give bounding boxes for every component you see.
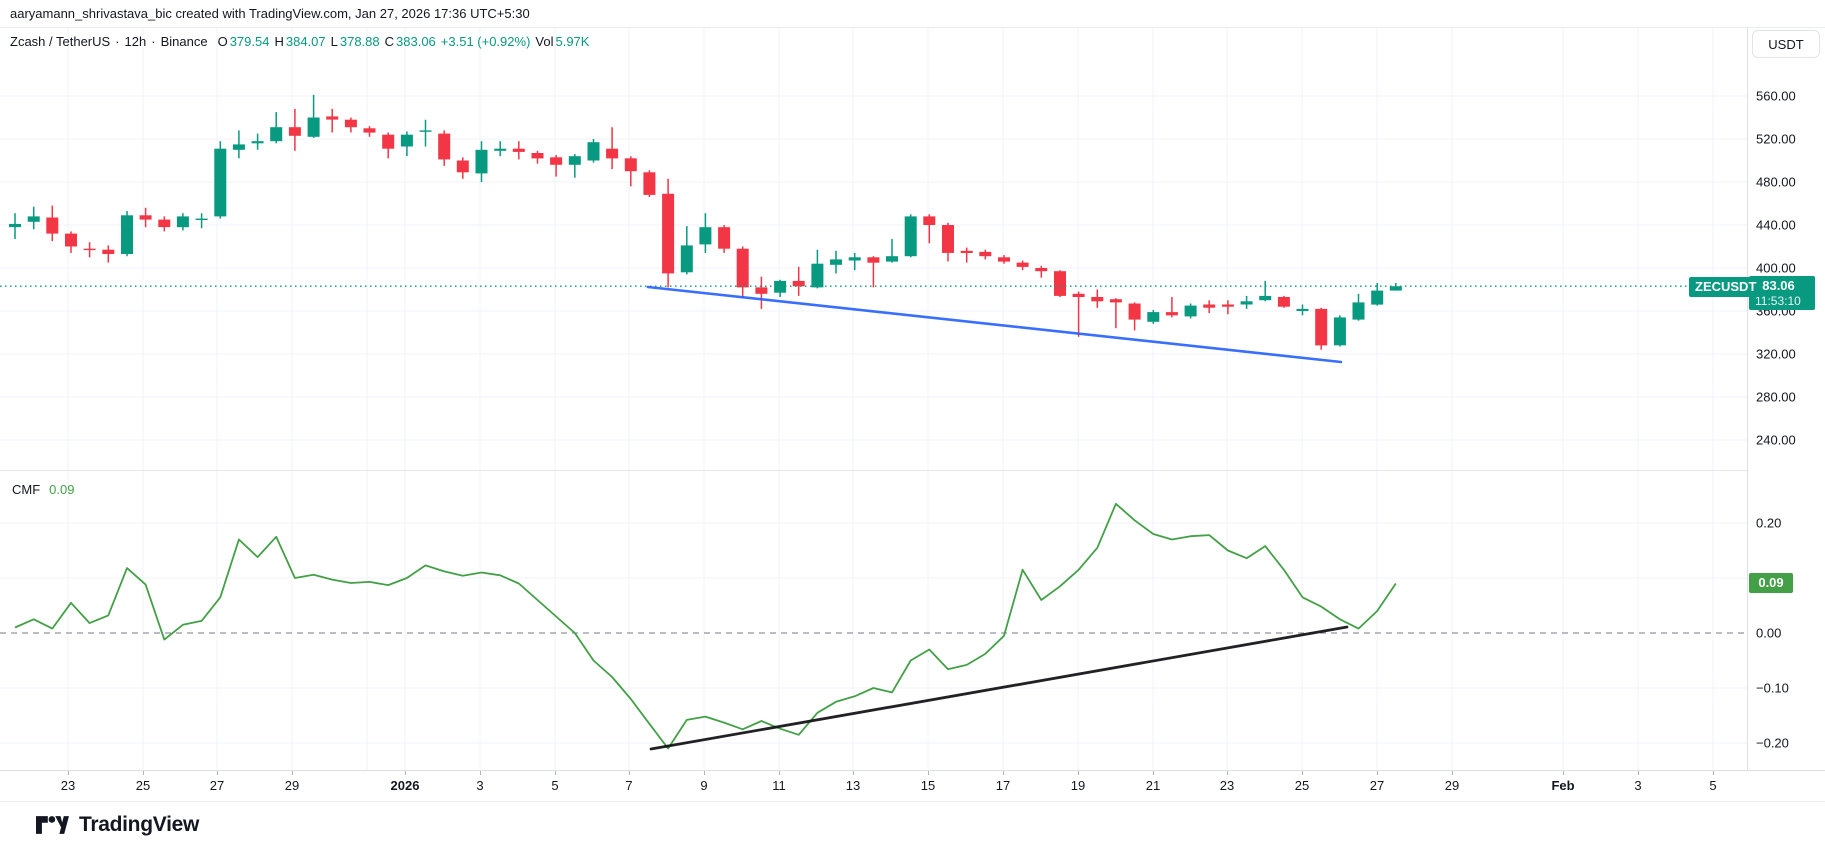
tradingview-logo[interactable]: TradingView <box>36 812 199 838</box>
price-scale[interactable]: 560.00 520.00 480.00 440.00 400.00 360.00 320.… <box>1748 28 1825 802</box>
time-tick: 27 <box>1369 778 1385 793</box>
chart-canvas[interactable] <box>0 28 1747 770</box>
time-tick: 7 <box>625 778 633 793</box>
time-tick: 23 <box>60 778 76 793</box>
time-tick: 29 <box>284 778 300 793</box>
cmf-value-badge: 0.09 <box>1749 573 1793 593</box>
symbol-title[interactable]: Zcash / TetherUS <box>10 34 111 49</box>
low-value: L 378.88 <box>330 34 380 49</box>
time-tick: 15 <box>920 778 936 793</box>
candles[interactable] <box>9 94 1402 350</box>
separator-dot: · <box>115 34 120 49</box>
indicator-value: 0.09 <box>49 482 75 497</box>
time-tick-mark <box>217 771 218 775</box>
close-value: C 383.06 <box>384 34 436 49</box>
time-tick: 5 <box>1709 778 1717 793</box>
indicator-legend: CMF 0.09 <box>12 482 74 497</box>
time-tick-mark <box>779 771 780 775</box>
time-tick: 17 <box>995 778 1011 793</box>
time-tick: 27 <box>209 778 225 793</box>
time-tick-mark <box>928 771 929 775</box>
tradingview-logo-icon <box>36 816 69 834</box>
time-tick: 3 <box>476 778 484 793</box>
price-scale-border <box>1747 28 1748 802</box>
attribution-bar: aaryamann_shrivastava_bic created with T… <box>0 0 1825 28</box>
time-tick-mark <box>704 771 705 775</box>
time-tick: 13 <box>845 778 861 793</box>
time-tick: 19 <box>1070 778 1086 793</box>
cmf-line[interactable] <box>14 502 1397 750</box>
time-tick-mark <box>405 771 406 775</box>
volume-value: Vol 5.97K <box>535 34 590 49</box>
time-tick: 25 <box>135 778 151 793</box>
price-tick: 400.00 <box>1756 260 1796 276</box>
time-tick: 2026 <box>390 778 420 793</box>
blue-trendline[interactable] <box>646 285 1343 364</box>
time-tick-mark <box>292 771 293 775</box>
time-tick: Feb <box>1551 778 1575 793</box>
time-tick-mark <box>853 771 854 775</box>
price-tick: 520.00 <box>1756 131 1796 147</box>
time-scale[interactable]: 23 25 27 29 2026 3 5 7 9 11 13 15 17 19 21 23 25 27 29 Feb 3… <box>0 770 1825 802</box>
cmf-tick: 0.00 <box>1756 625 1782 641</box>
price-tick: 440.00 <box>1756 217 1796 233</box>
tradingview-logo-text: TradingView <box>79 813 200 836</box>
exchange-label[interactable]: Binance <box>160 34 208 49</box>
indicator-name[interactable]: CMF <box>12 482 41 497</box>
time-tick-mark <box>1227 771 1228 775</box>
time-tick-mark <box>1078 771 1079 775</box>
pane-separator[interactable] <box>0 470 1825 471</box>
last-price-value: 383.06 <box>1755 278 1795 293</box>
currency-toggle-button[interactable]: USDT <box>1752 30 1820 58</box>
change-value: +3.51 (+0.92%) <box>440 34 531 49</box>
time-tick-mark <box>555 771 556 775</box>
high-value: H 384.07 <box>274 34 326 49</box>
price-tick: 280.00 <box>1756 389 1796 405</box>
time-tick-mark <box>629 771 630 775</box>
time-tick: 25 <box>1294 778 1310 793</box>
price-tick: 560.00 <box>1756 88 1796 104</box>
cmf-tick: −0.10 <box>1756 680 1789 696</box>
time-tick: 5 <box>551 778 559 793</box>
black-trendline[interactable] <box>649 625 1349 751</box>
time-tick-mark <box>1452 771 1453 775</box>
bar-countdown: 11:53:10 <box>1755 294 1801 308</box>
time-tick-mark <box>1302 771 1303 775</box>
cmf-tick: 0.20 <box>1756 515 1782 531</box>
time-tick-mark <box>480 771 481 775</box>
time-tick: 21 <box>1145 778 1161 793</box>
time-tick-mark <box>1713 771 1714 775</box>
time-tick-mark <box>68 771 69 775</box>
time-tick-mark <box>1563 771 1564 775</box>
time-tick: 11 <box>772 778 786 793</box>
separator-dot: · <box>151 34 156 49</box>
time-tick-mark <box>1153 771 1154 775</box>
time-tick-mark <box>1638 771 1639 775</box>
time-tick-mark <box>1377 771 1378 775</box>
time-tick: 29 <box>1444 778 1460 793</box>
price-tick: 240.00 <box>1756 432 1796 448</box>
price-line-symbol-badge: ZECUSDT <box>1689 277 1763 297</box>
open-value: O 379.54 <box>217 34 270 49</box>
time-tick: 23 <box>1219 778 1235 793</box>
price-tick: 480.00 <box>1756 174 1796 190</box>
interval-label[interactable]: 12h <box>124 34 147 49</box>
time-tick: 9 <box>700 778 708 793</box>
price-tick: 320.00 <box>1756 346 1796 362</box>
symbol-legend: Zcash / TetherUS · 12h · Binance O 379.54… <box>10 34 589 49</box>
cmf-tick: −0.20 <box>1756 735 1789 751</box>
time-tick-mark <box>143 771 144 775</box>
time-tick: 3 <box>1634 778 1642 793</box>
time-tick-mark <box>1003 771 1004 775</box>
